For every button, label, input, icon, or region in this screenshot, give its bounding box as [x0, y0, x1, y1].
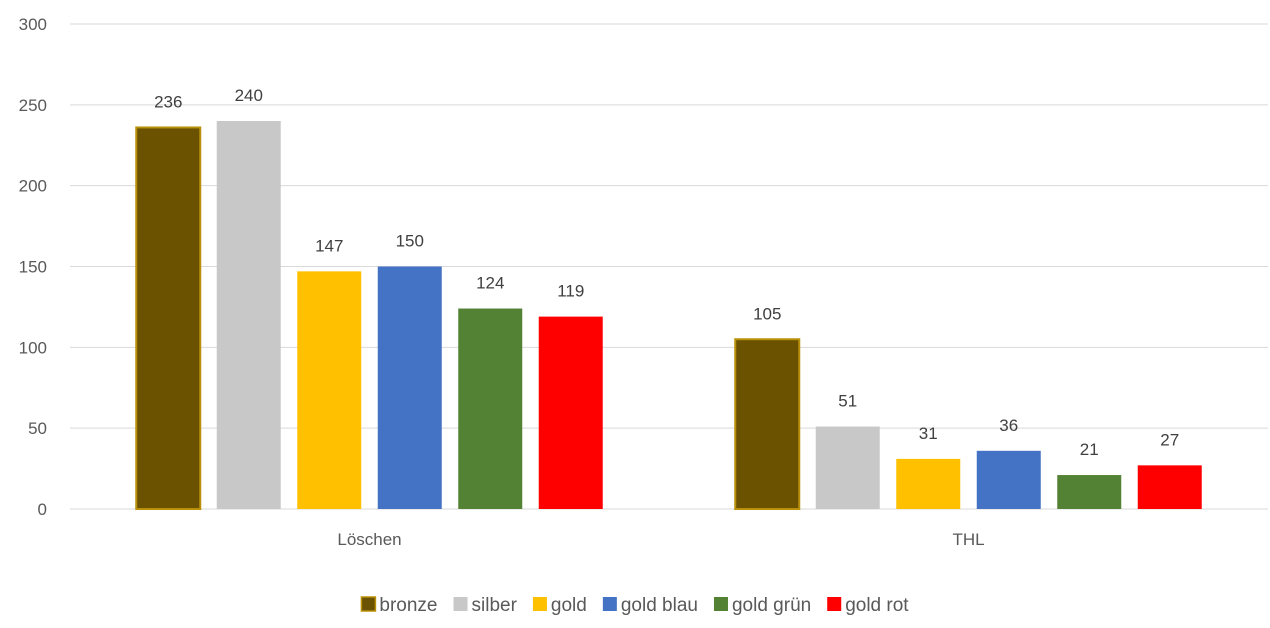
legend-item-silber: silber [453, 595, 518, 616]
bar-gold-rot-Löschen [538, 316, 603, 509]
y-tick-label: 150 [19, 258, 47, 277]
data-label: 105 [753, 304, 781, 323]
bar-gold-grün-Löschen [458, 308, 523, 509]
legend-label: gold rot [845, 595, 909, 616]
legend-swatch [532, 597, 547, 611]
legend-swatch [713, 597, 728, 611]
y-tick-label: 0 [38, 500, 47, 519]
legend-item-gold: gold [532, 595, 587, 616]
y-axis-ticks: 0 50 100 150 200 250 300 [19, 15, 47, 519]
data-label: 51 [838, 392, 857, 411]
data-label: 119 [557, 282, 584, 301]
data-label: 27 [1160, 430, 1179, 449]
legend-item-gold-grün: gold grün [713, 595, 811, 616]
bar-silber-THL [815, 426, 880, 509]
y-tick-label: 200 [19, 177, 47, 196]
data-label: 150 [396, 232, 424, 251]
bars [135, 121, 1202, 510]
legend-label: silber [472, 595, 518, 616]
legend-item-gold-rot: gold rot [827, 595, 909, 616]
data-label: 31 [919, 424, 938, 443]
data-label: 21 [1080, 440, 1099, 459]
bar-gold-Löschen [297, 271, 362, 509]
data-label: 240 [235, 86, 263, 105]
bar-silber-Löschen [216, 121, 281, 509]
x-axis-categories: Löschen THL [337, 530, 984, 549]
data-label: 147 [315, 236, 343, 255]
legend-item-gold-blau: gold blau [602, 595, 698, 616]
data-label: 236 [154, 92, 182, 111]
legend-label: gold [551, 595, 587, 616]
bar-bronze-THL [734, 338, 801, 510]
legend-label: gold blau [621, 595, 698, 616]
bar-gold-THL [896, 458, 961, 509]
bar-bronze-Löschen [135, 126, 202, 510]
y-tick-label: 100 [19, 338, 47, 357]
legend-label: gold grün [732, 595, 811, 616]
legend-swatch [360, 596, 377, 612]
legend: bronze silber gold gold blau gold grün gold r… [360, 595, 909, 616]
legend-swatch [602, 597, 617, 611]
bar-gold-grün-THL [1057, 475, 1122, 509]
bar-gold-blau-Löschen [377, 266, 442, 509]
legend-item-bronze: bronze [360, 595, 438, 616]
y-tick-label: 300 [19, 15, 47, 34]
data-label: 124 [476, 274, 504, 293]
category-label: Löschen [337, 530, 401, 549]
legend-label: bronze [379, 595, 437, 616]
legend-swatch [453, 597, 468, 611]
y-tick-label: 50 [28, 419, 47, 438]
bar-gold-blau-THL [976, 450, 1041, 509]
data-label: 36 [999, 416, 1018, 435]
data-labels: 236 240 147 150 124 119 105 51 31 36 21 27 [154, 86, 1179, 459]
bar-gold-rot-THL [1137, 465, 1202, 509]
y-tick-label: 250 [19, 96, 47, 115]
legend-swatch [827, 597, 842, 611]
category-label: THL [952, 530, 984, 549]
